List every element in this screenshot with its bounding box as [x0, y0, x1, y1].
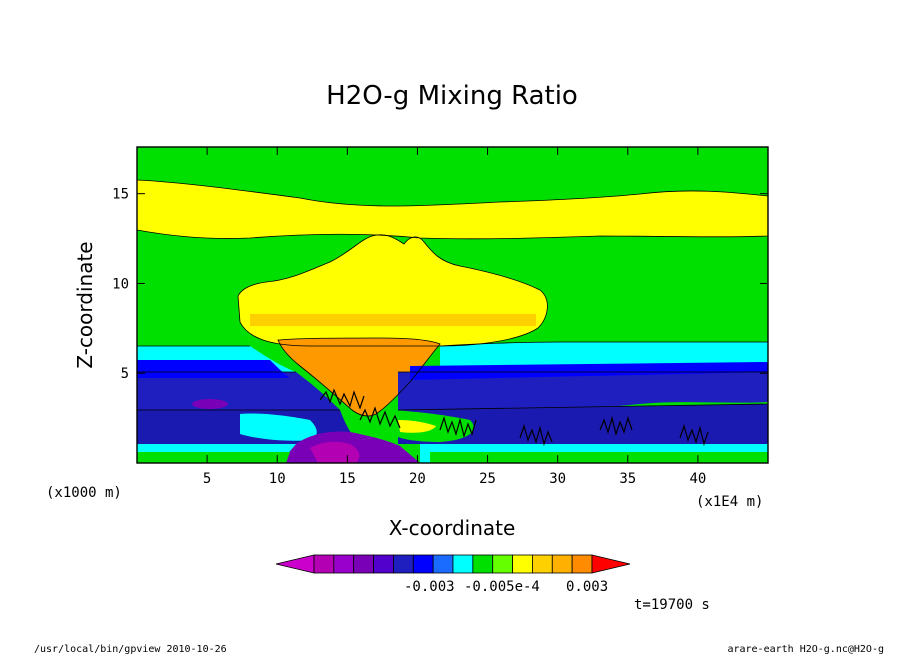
contour-noise-1 — [319, 388, 401, 429]
contour-outline-6 — [237, 234, 548, 347]
contour-outline-2 — [137, 179, 768, 207]
x-tick-label: 25 — [479, 471, 496, 487]
x-axis-ticks: 5 10 15 20 25 30 35 40 — [203, 147, 706, 487]
footer-right: arare-earth_H2O-g.nc@H2O-g — [727, 644, 884, 654]
colorbar-segment — [452, 554, 474, 574]
colorbar-segment — [333, 554, 355, 574]
x-tick-label: 10 — [269, 471, 286, 487]
x-tick-label: 15 — [339, 471, 356, 487]
colorbar-segment — [353, 554, 374, 574]
x-tick-label: 5 — [203, 471, 211, 487]
colorbar-segment — [492, 554, 513, 574]
colorbar-segment — [432, 554, 454, 574]
colorbar-segment — [373, 554, 394, 574]
contour-noise-2 — [439, 415, 709, 447]
colorbar-label-2: -0.005e-4 — [464, 579, 540, 595]
x-tick-label: 20 — [409, 471, 426, 487]
colorbar-label-3: 0.003 — [566, 579, 608, 595]
y-tick-label: 10 — [112, 276, 129, 292]
field-bottom-green — [137, 452, 768, 463]
x-tick-label: 40 — [689, 471, 706, 487]
field-orange-strip — [250, 314, 536, 326]
colorbar-segment — [313, 554, 335, 574]
colorbar-segment — [512, 554, 533, 574]
y-tick-label: 15 — [112, 187, 129, 203]
colorbar-segment — [393, 554, 414, 574]
colorbar — [275, 554, 631, 574]
colorbar-right-arrow — [591, 554, 631, 574]
y-axis-ticks: 5 10 15 — [112, 187, 768, 382]
colorbar-segment — [472, 554, 494, 574]
chart-title: H2O-g Mixing Ratio — [326, 81, 578, 111]
contour-outline-3 — [137, 341, 768, 347]
plot-frame — [136, 146, 769, 464]
field-yellow-streaks — [398, 420, 436, 433]
contour-outline-5 — [137, 403, 768, 411]
field-green-top-patches — [290, 147, 580, 196]
colorbar-segment — [412, 554, 434, 574]
x-tick-label: 35 — [619, 471, 636, 487]
x-axis-title: X-coordinate — [389, 516, 516, 540]
field-orange-wedge — [278, 338, 440, 417]
colorbar-segment — [571, 554, 593, 574]
x-tick-label: 30 — [549, 471, 566, 487]
field-purple-patch — [192, 399, 228, 409]
field-blue-band — [137, 372, 768, 410]
field-royal-blue — [137, 360, 768, 380]
colorbar-segment — [551, 554, 573, 574]
footer-left: /usr/local/bin/gpview 2010-10-26 — [34, 644, 227, 654]
colorbar-segment — [532, 554, 553, 574]
colorbar-left-arrow — [275, 554, 315, 574]
time-label: t=19700 s — [634, 597, 710, 613]
colorbar-label-1: -0.003 — [404, 579, 455, 595]
field-yellow-upper — [137, 180, 768, 239]
y-tick-label: 5 — [121, 366, 129, 382]
x-unit-right: (x1E4 m) — [696, 494, 763, 510]
y-axis-title: Z-coordinate — [73, 241, 97, 368]
field-cyan-lower — [240, 413, 317, 441]
plot-area — [137, 147, 768, 463]
contour-outline-7 — [277, 337, 441, 417]
x-unit-left: (x1000 m) — [46, 485, 122, 501]
